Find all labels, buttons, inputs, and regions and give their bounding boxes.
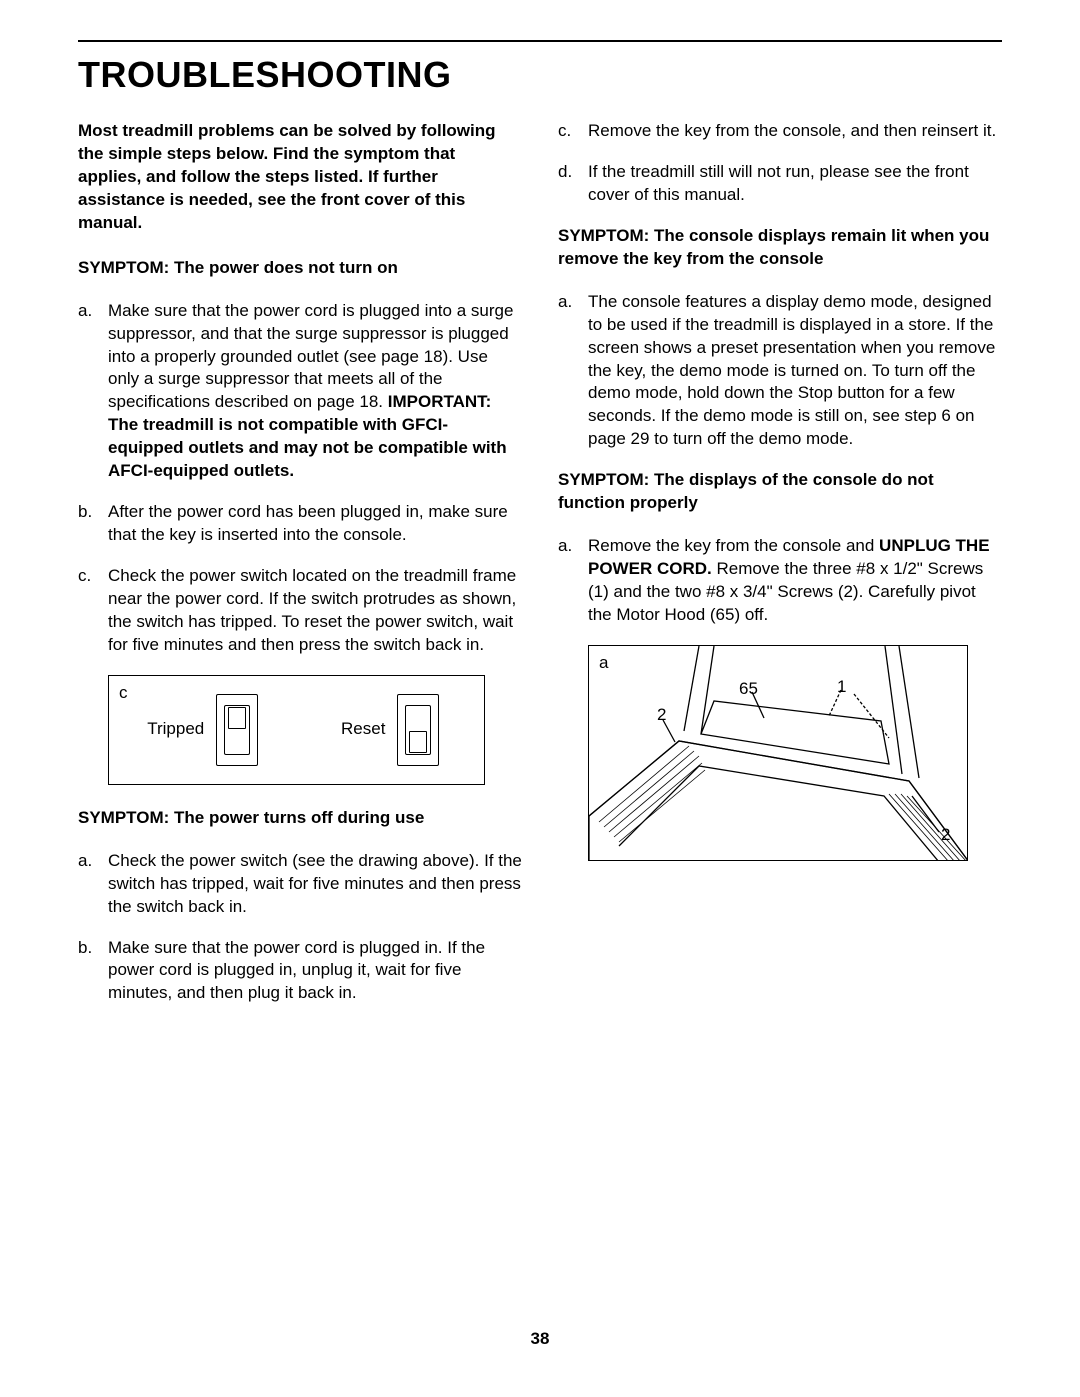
step-body: Check the power switch (see the drawing …: [108, 850, 522, 919]
step-body: Make sure that the power cord is plugged…: [108, 937, 522, 1006]
figure-a-label: a: [599, 652, 608, 675]
tripped-label: Tripped: [147, 718, 204, 741]
symptom-heading-2: SYMPTOM: The power turns off during use: [78, 807, 522, 830]
step-2d: d. If the treadmill still will not run, …: [558, 161, 1002, 207]
step-letter: a.: [78, 300, 108, 484]
callout-65: 65: [739, 678, 758, 701]
figure-c-switch-diagram: c Tripped Reset: [108, 675, 485, 785]
switch-reset-icon: [397, 694, 439, 766]
step-letter: b.: [78, 937, 108, 1006]
step-body: Remove the key from the console, and the…: [588, 120, 1002, 143]
step-1b: b. After the power cord has been plugged…: [78, 501, 522, 547]
step-1c: c. Check the power switch located on the…: [78, 565, 522, 657]
reset-label: Reset: [341, 718, 385, 741]
figure-a-motor-hood-diagram: a 65 1 2 2: [588, 645, 968, 861]
step-2a: a. Check the power switch (see the drawi…: [78, 850, 522, 919]
intro-paragraph: Most treadmill problems can be solved by…: [78, 120, 522, 235]
page-title: TROUBLESHOOTING: [78, 54, 1002, 96]
symptom-heading-1: SYMPTOM: The power does not turn on: [78, 257, 522, 280]
step-letter: a.: [558, 291, 588, 452]
step-3a: a. The console features a display demo m…: [558, 291, 1002, 452]
step-body: Remove the key from the console and UNPL…: [588, 535, 1002, 627]
symptom-heading-3: SYMPTOM: The console displays remain lit…: [558, 225, 1002, 271]
treadmill-line-art: [589, 646, 968, 861]
step-letter: a.: [78, 850, 108, 919]
manual-page: TROUBLESHOOTING Most treadmill problems …: [0, 0, 1080, 1023]
figure-c-label: c: [119, 682, 128, 705]
callout-2-left: 2: [657, 704, 666, 727]
right-column: c. Remove the key from the console, and …: [558, 120, 1002, 1023]
step-letter: a.: [558, 535, 588, 627]
callout-1: 1: [837, 676, 846, 699]
two-column-layout: Most treadmill problems can be solved by…: [78, 120, 1002, 1023]
callout-2-right: 2: [941, 824, 950, 847]
step-letter: c.: [558, 120, 588, 143]
page-number: 38: [0, 1329, 1080, 1349]
symptom-heading-4: SYMPTOM: The displays of the console do …: [558, 469, 1002, 515]
tripped-group: Tripped: [109, 694, 297, 766]
step-body: The console features a display demo mode…: [588, 291, 1002, 452]
step-4a: a. Remove the key from the console and U…: [558, 535, 1002, 627]
step-body: After the power cord has been plugged in…: [108, 501, 522, 547]
step-1a: a. Make sure that the power cord is plug…: [78, 300, 522, 484]
step-letter: b.: [78, 501, 108, 547]
step-2b: b. Make sure that the power cord is plug…: [78, 937, 522, 1006]
step-body: Check the power switch located on the tr…: [108, 565, 522, 657]
top-rule: [78, 40, 1002, 42]
reset-group: Reset: [297, 694, 485, 766]
step-body: Make sure that the power cord is plugged…: [108, 300, 522, 484]
step-body: If the treadmill still will not run, ple…: [588, 161, 1002, 207]
step-letter: d.: [558, 161, 588, 207]
switch-tripped-icon: [216, 694, 258, 766]
left-column: Most treadmill problems can be solved by…: [78, 120, 522, 1023]
step-4a-pre: Remove the key from the console and: [588, 536, 879, 555]
step-letter: c.: [78, 565, 108, 657]
step-2c: c. Remove the key from the console, and …: [558, 120, 1002, 143]
